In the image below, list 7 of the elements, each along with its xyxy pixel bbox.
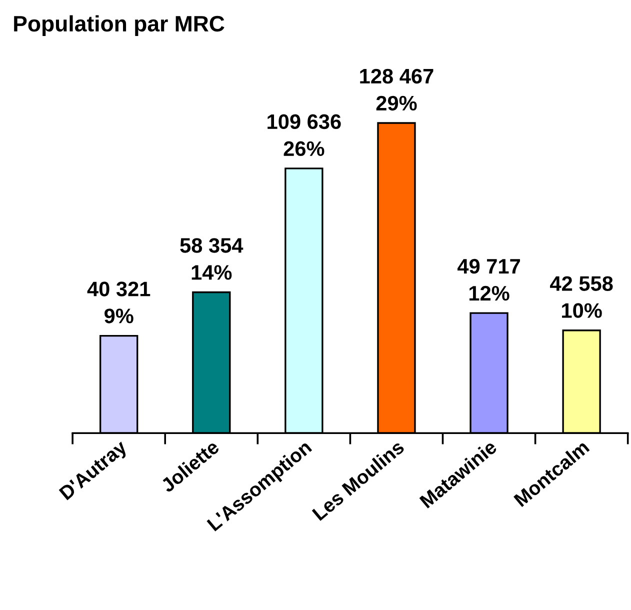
data-label: 109 636 26% <box>268 114 341 156</box>
chart-title: Population par MRC <box>14 15 224 36</box>
data-label: 49 717 12% <box>457 258 520 301</box>
data-label: 42 558 10% <box>550 276 613 318</box>
data-label: 128 467 29% <box>360 68 434 111</box>
data-label: 58 354 14% <box>180 238 244 280</box>
data-label: 40 321 9% <box>87 282 150 324</box>
